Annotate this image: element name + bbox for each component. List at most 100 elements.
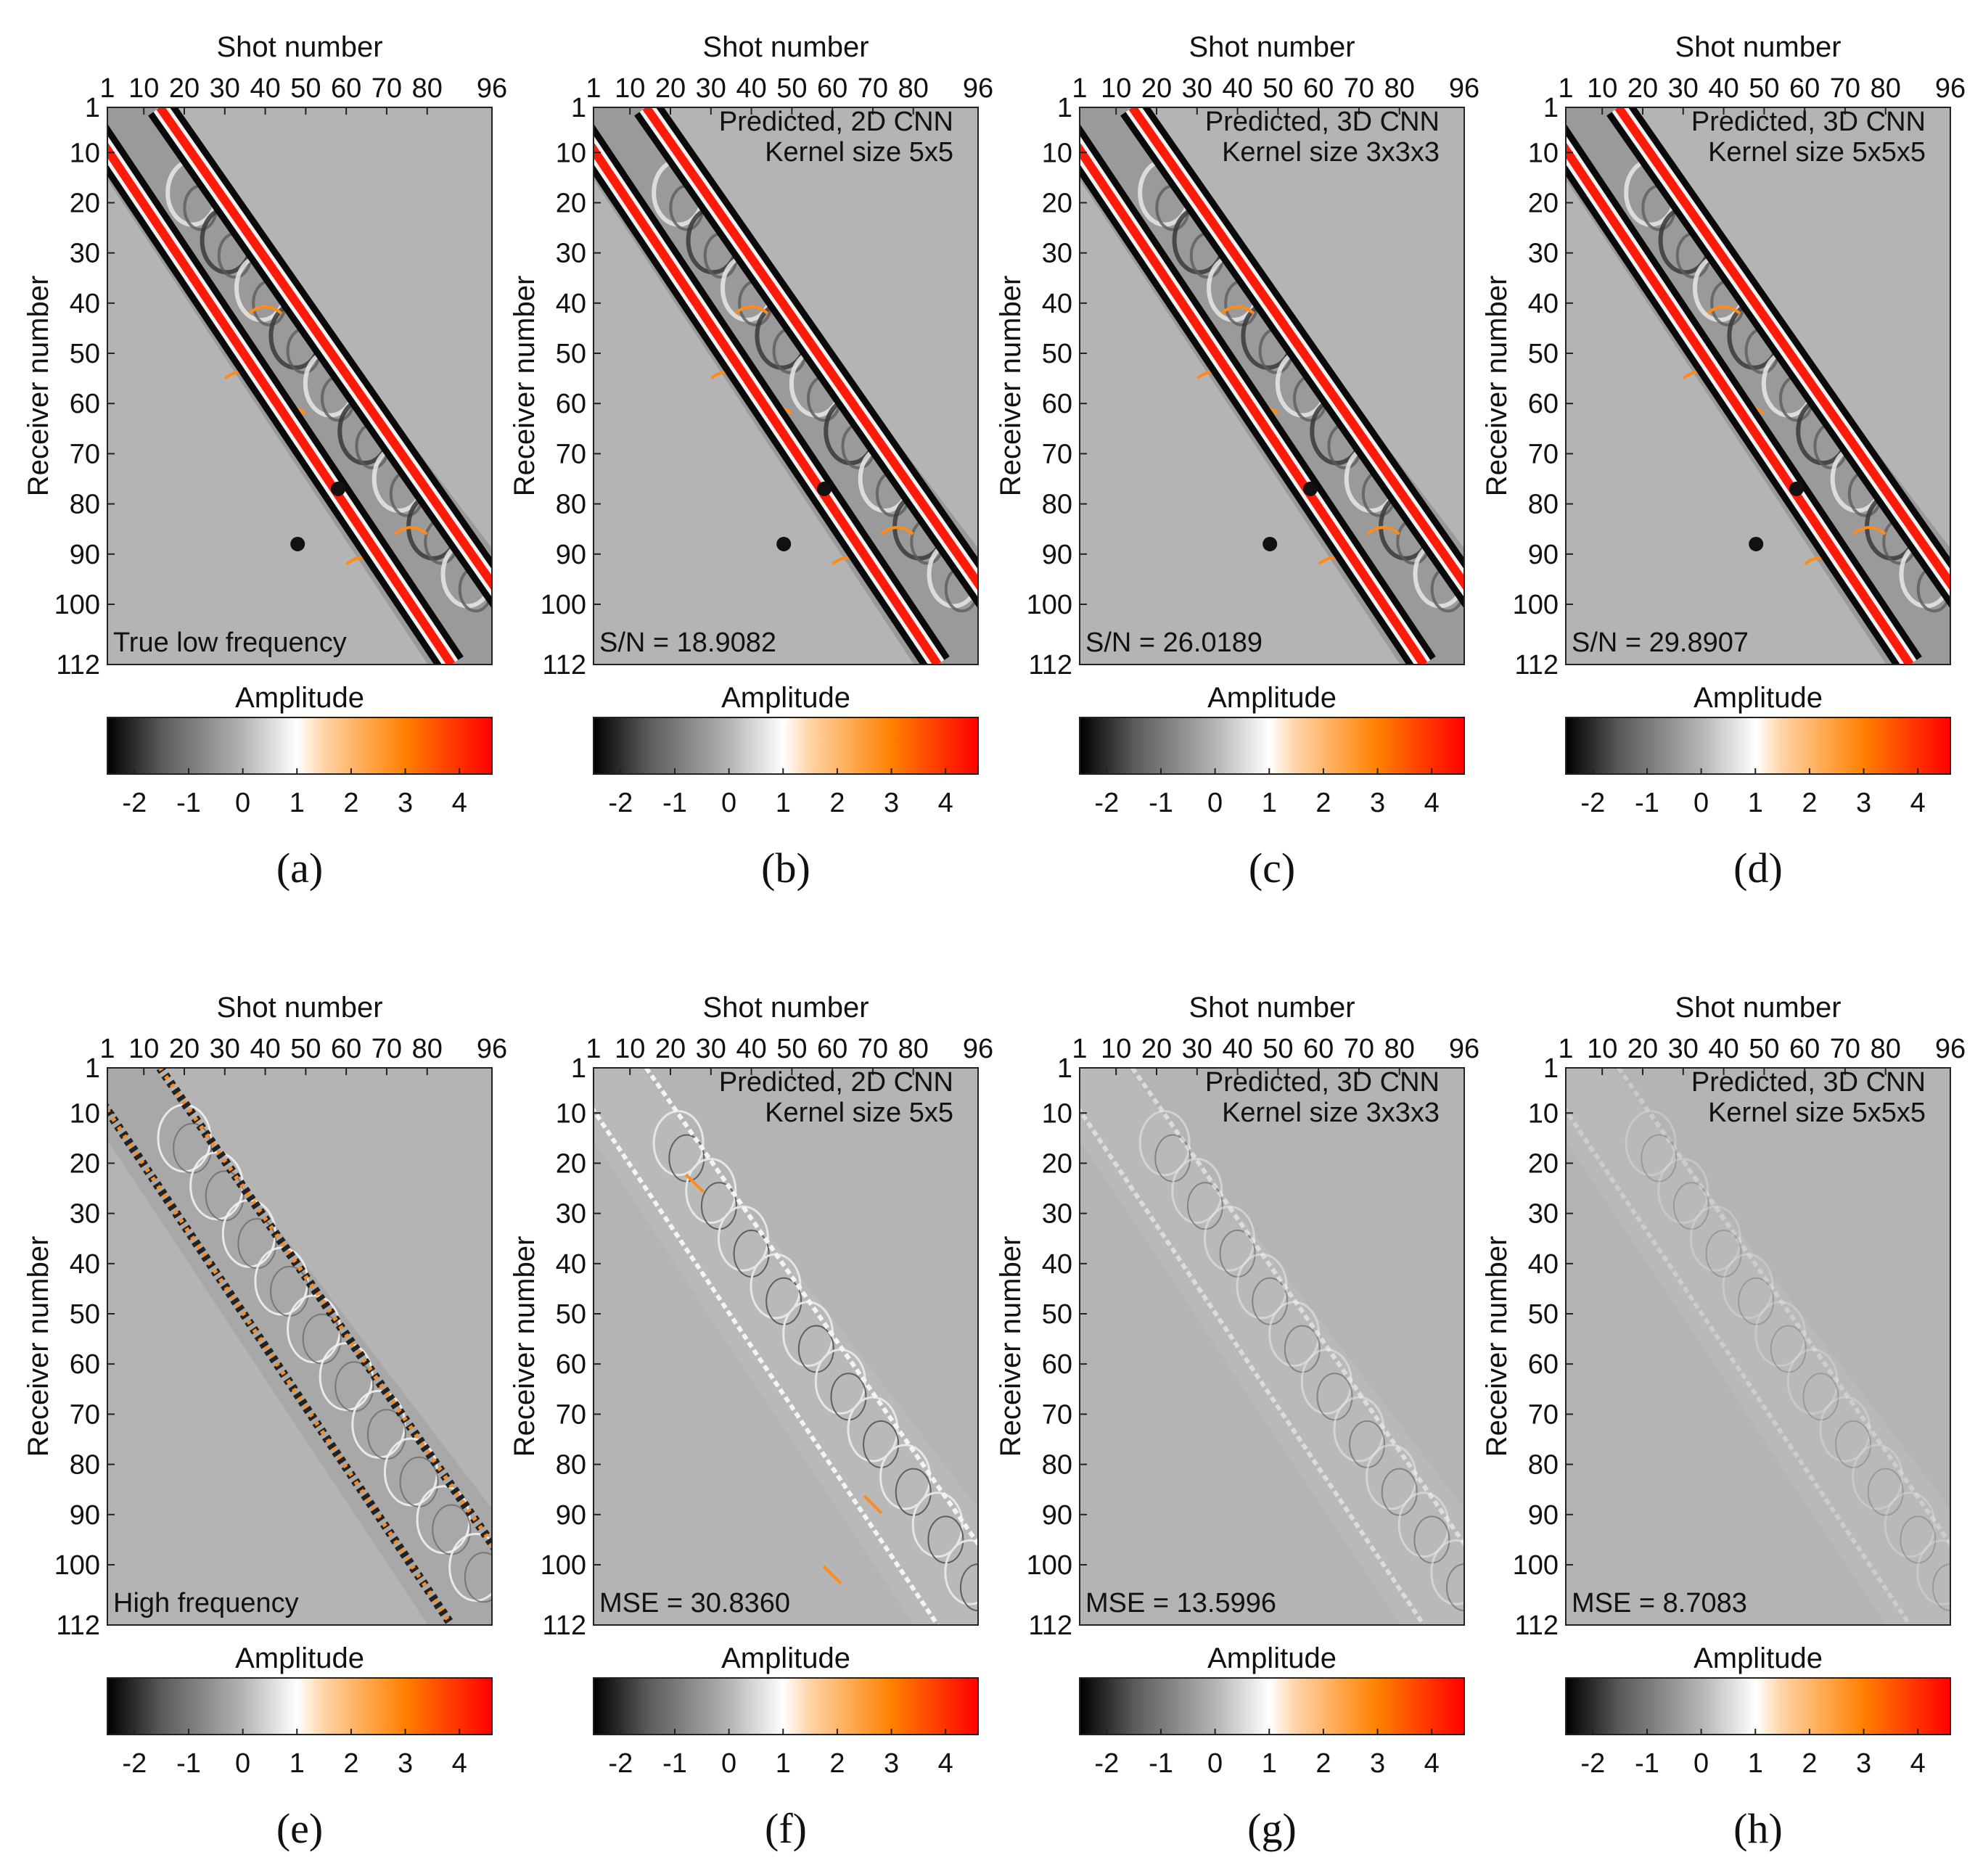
x-tick-label: 60 [1303, 1034, 1334, 1064]
intersection-spot [290, 536, 305, 551]
colorbar-tick-label: 2 [1315, 1748, 1331, 1779]
x-tick-label: 80 [1871, 1034, 1901, 1064]
y-tick-label: 90 [70, 1500, 100, 1531]
y-tick-label: 70 [1042, 1399, 1072, 1430]
edge-residual [1566, 1106, 1912, 1625]
colorbar-tick-label: 2 [1802, 788, 1817, 818]
y-tick-label: 40 [70, 1249, 100, 1280]
arc-residual [1754, 1301, 1807, 1367]
colorbar-tick-label: -1 [1635, 1748, 1659, 1779]
x-tick-label: 96 [477, 73, 507, 104]
colorbar-tick-label: 1 [1262, 788, 1277, 818]
arc-residual [1430, 1539, 1464, 1605]
panel-annotation: Kernel size 5x5 [765, 1098, 953, 1128]
orange-event [880, 526, 914, 535]
x-tick-label: 1 [586, 1034, 601, 1064]
y-tick-label: 20 [1042, 188, 1072, 218]
y-tick-label: 80 [556, 1450, 586, 1481]
arc-residual [911, 1492, 964, 1558]
colorbar-tick-label: 0 [1693, 1748, 1709, 1779]
panel-annotation: Predicted, 3D CNN [1691, 1067, 1926, 1098]
x-tick-label: 1 [586, 73, 601, 104]
x-tick-label: 40 [736, 1034, 766, 1064]
y-tick-label: 60 [1042, 389, 1072, 419]
x-tick-label: 60 [817, 73, 847, 104]
y-tick-label: 10 [1528, 138, 1559, 168]
wavefield-image [594, 107, 978, 665]
colorbar-tick-label: 3 [884, 788, 899, 818]
y-tick-label: 1 [85, 1053, 100, 1084]
colorbar-tick-label: 1 [290, 1748, 305, 1779]
y-tick-label: 40 [1042, 1249, 1072, 1280]
x-axis-title: Shot number [1188, 992, 1355, 1024]
y-axis-title: Receiver number [1481, 276, 1513, 497]
orange-event [1707, 305, 1741, 315]
y-tick-label: 10 [70, 1098, 100, 1129]
colorbar-tick-label: 4 [452, 788, 467, 818]
y-tick-label: 112 [1028, 1610, 1072, 1641]
y-tick-label: 80 [1042, 1450, 1072, 1481]
panel-annotation: Kernel size 5x5x5 [1708, 1098, 1926, 1128]
orange-event [1852, 526, 1886, 535]
x-tick-label: 20 [1141, 1034, 1172, 1064]
x-tick-label: 60 [1789, 1034, 1820, 1064]
colorbar-title: Amplitude [721, 682, 850, 714]
colorbar-tick-label: 1 [1748, 788, 1763, 818]
x-tick-label: 1 [1558, 73, 1573, 104]
y-tick-label: 100 [1513, 590, 1559, 620]
red-event [1566, 141, 1914, 665]
arc-residual [1738, 1277, 1775, 1325]
colorbar-tick-label: 4 [1910, 788, 1926, 818]
wavefield-image [1080, 107, 1464, 665]
y-tick-label: 20 [1042, 1148, 1072, 1179]
colorbar-tick-label: 3 [398, 788, 413, 818]
x-tick-label: 96 [1449, 73, 1479, 104]
x-tick-label: 10 [1587, 73, 1617, 104]
colorbar [107, 1677, 493, 1735]
x-tick-label: 60 [817, 1034, 847, 1064]
y-tick-label: 90 [1528, 1500, 1559, 1531]
y-tick-label: 20 [1528, 188, 1559, 218]
y-tick-label: 80 [1042, 490, 1072, 520]
x-tick-label: 20 [169, 1034, 200, 1064]
x-tick-label: 10 [1587, 1034, 1617, 1064]
x-tick-label: 70 [1344, 73, 1374, 104]
wavefield-image [1566, 1068, 1950, 1625]
y-tick-label: 100 [1513, 1550, 1559, 1581]
y-tick-label: 30 [1042, 1199, 1072, 1230]
panel-label: (a) [276, 844, 323, 892]
colorbar-tick-label: -1 [176, 788, 201, 818]
x-tick-label: 1 [99, 1034, 115, 1064]
intersection-spot [1789, 481, 1804, 496]
colorbar-tick-label: 2 [343, 1748, 358, 1779]
wavefield-image [1566, 107, 1950, 665]
y-axis-title: Receiver number [1481, 1236, 1513, 1457]
x-tick-label: 70 [1344, 1034, 1374, 1064]
y-tick-label: 60 [556, 1349, 586, 1380]
y-tick-label: 60 [70, 389, 100, 419]
y-tick-label: 70 [70, 439, 100, 469]
y-axis-title: Receiver number [509, 1236, 541, 1457]
arc-residual [685, 1158, 737, 1225]
x-tick-label: 10 [615, 1034, 645, 1064]
red-event [594, 141, 942, 665]
red-event [1128, 107, 1464, 591]
y-tick-label: 40 [1528, 289, 1559, 319]
wavefield-image [1080, 1068, 1464, 1625]
orange-residual [822, 1565, 842, 1585]
y-tick-label: 20 [70, 188, 100, 218]
panel-annotation: Predicted, 2D CNN [719, 1067, 953, 1098]
axes-frame [1565, 1067, 1951, 1626]
panel-metric: True low frequency [113, 628, 347, 658]
colorbar-tick-label: 2 [829, 1748, 845, 1779]
colorbar-tick-label: -2 [608, 788, 633, 818]
arc-residual [1203, 1205, 1255, 1272]
colorbar-tick-label: -1 [662, 1748, 687, 1779]
y-tick-label: 60 [1528, 389, 1559, 419]
colorbar-tick-label: -2 [608, 1748, 633, 1779]
orange-event [734, 305, 768, 315]
colorbar-tick-label: 4 [1910, 1748, 1926, 1779]
